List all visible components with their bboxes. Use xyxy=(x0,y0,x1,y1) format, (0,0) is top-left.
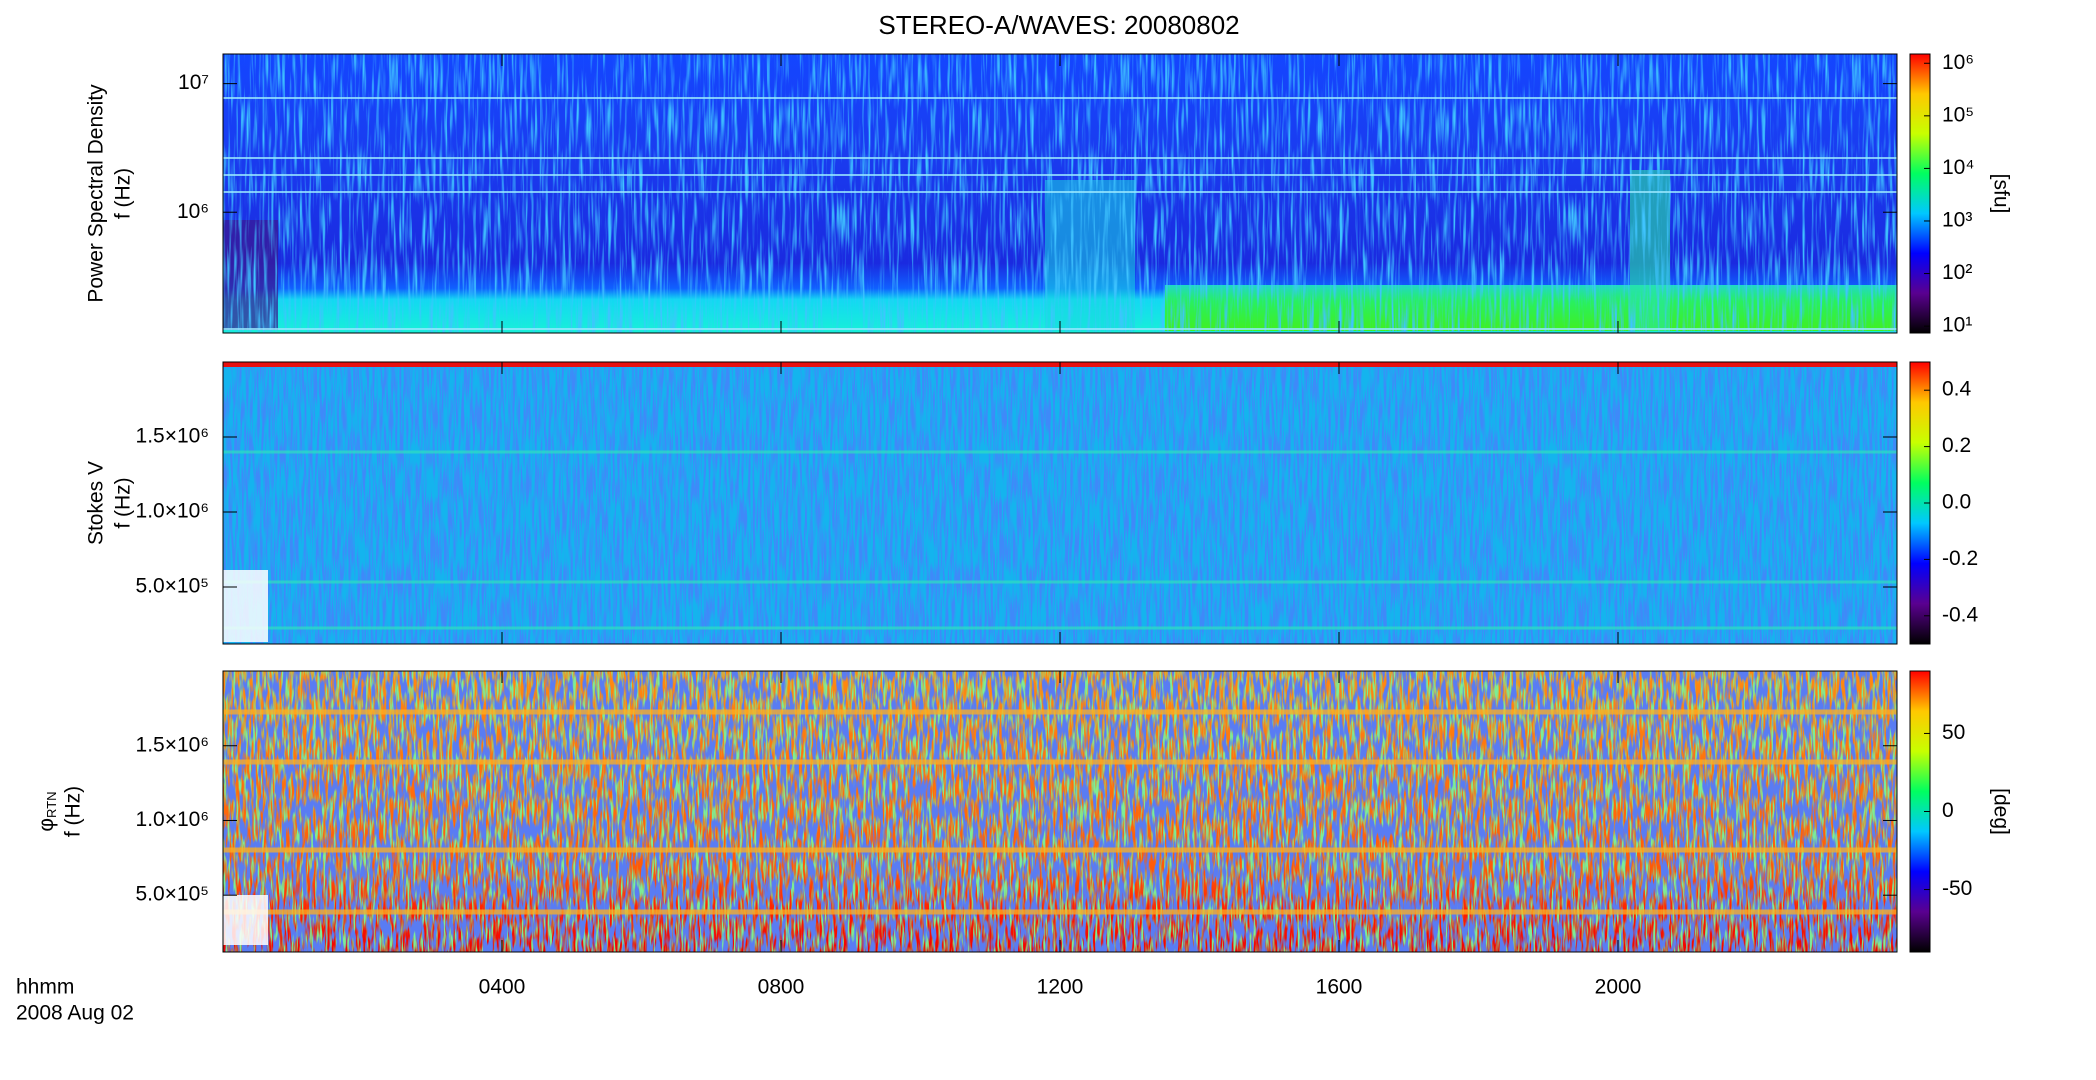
y-tick-label: 1.0×10⁶ xyxy=(136,500,209,523)
colorbar xyxy=(1909,53,1931,334)
colorbar-tick-label: 10² xyxy=(1942,261,1972,284)
y-tick-label: 1.5×10⁶ xyxy=(136,733,209,756)
spectrogram-image xyxy=(223,671,1897,952)
y-tick-label: 10⁷ xyxy=(178,71,209,94)
y-tick-label: 10⁶ xyxy=(177,200,209,223)
colorbar-tick-label: 10¹ xyxy=(1942,314,1972,337)
colorbar-tick-label: 0.0 xyxy=(1942,491,1971,514)
x-tick-label: 0400 xyxy=(479,976,526,999)
colorbar-tick-label: 50 xyxy=(1942,721,1965,744)
colorbar-tick-label: 10⁵ xyxy=(1942,103,1974,126)
spectrogram-image xyxy=(223,362,1897,644)
y-axis-label: f (Hz) xyxy=(62,786,85,837)
y-tick-label: 1.5×10⁶ xyxy=(136,425,209,448)
y-axis-subscript: RTN xyxy=(44,791,59,817)
y-tick-label: 1.0×10⁶ xyxy=(136,808,209,831)
y-axis-label: f (Hz) xyxy=(112,477,135,528)
colorbar-label: [sfu] xyxy=(1989,174,2012,214)
figure-title: STEREO-A/WAVES: 20080802 xyxy=(878,10,1239,40)
colorbar-tick-label: 0.4 xyxy=(1942,378,1972,401)
x-tick-label: 0800 xyxy=(758,976,805,999)
y-axis-label: φRTN xyxy=(35,791,60,831)
colorbar-tick-label: 0.2 xyxy=(1942,434,1971,457)
colorbar-tick-label: 10⁶ xyxy=(1942,51,1974,74)
spectrogram-image xyxy=(223,54,1897,333)
colorbar-tick-label: -50 xyxy=(1942,877,1972,900)
y-tick-label: 5.0×10⁵ xyxy=(135,575,209,598)
y-tick-label: 5.0×10⁵ xyxy=(135,883,209,906)
y-axis-symbol: φ xyxy=(35,818,58,832)
x-tick-label: 1600 xyxy=(1316,976,1363,999)
colorbar-tick-label: 10³ xyxy=(1942,209,1972,232)
colorbar-label: [deg] xyxy=(1989,788,2012,835)
colorbar-tick-label: -0.4 xyxy=(1942,603,1979,626)
x-axis-label: hhmm xyxy=(16,976,74,999)
y-axis-label: Power Spectral Density xyxy=(85,84,108,303)
y-axis-label: Stokes V xyxy=(85,461,108,545)
colorbar-tick-label: 10⁴ xyxy=(1942,156,1974,179)
date-label: 2008 Aug 02 xyxy=(16,1002,134,1025)
colorbar-tick-label: -0.2 xyxy=(1942,547,1978,570)
x-tick-label: 1200 xyxy=(1037,976,1084,999)
x-tick-label: 2000 xyxy=(1595,976,1642,999)
colorbar-tick-label: 0 xyxy=(1942,799,1954,822)
y-axis-label: f (Hz) xyxy=(112,168,135,219)
